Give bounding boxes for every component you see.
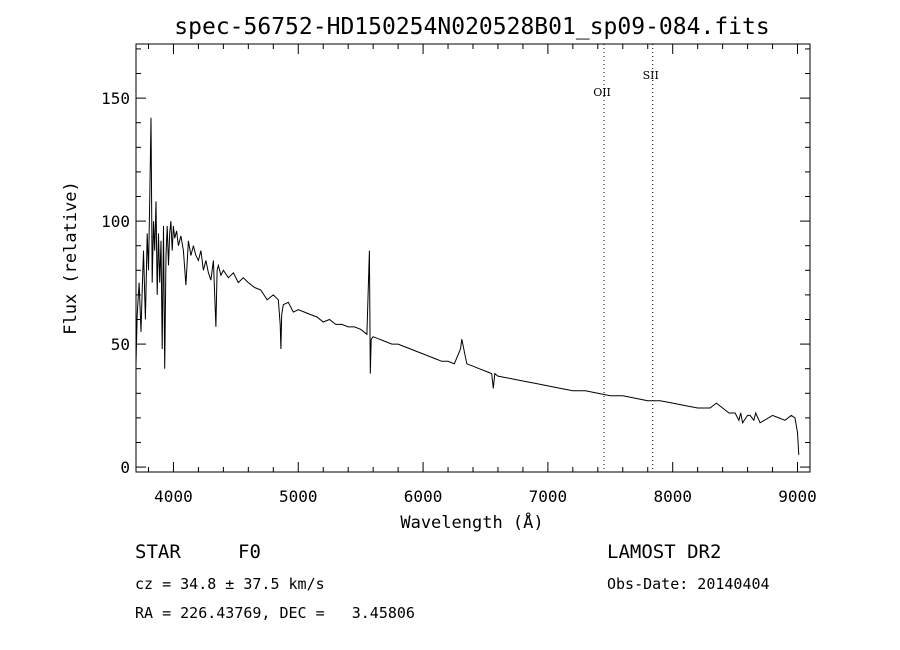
axis-ticks (136, 44, 810, 472)
spectrum-line (135, 117, 800, 455)
sky-coordinates: RA = 226.43769, DEC = 3.45806 (135, 604, 415, 622)
y-tick-label: 150 (101, 89, 130, 108)
object-type: STAR (135, 541, 181, 563)
x-tick-label: 5000 (279, 487, 318, 506)
x-tick-label: 4000 (154, 487, 193, 506)
x-tick-label: 6000 (404, 487, 443, 506)
x-tick-label: 9000 (778, 487, 817, 506)
line-annotations: OII SII (593, 44, 659, 472)
axis-tick-labels: 4000 5000 6000 7000 8000 9000 0 50 100 150 (101, 89, 817, 506)
x-tick-label: 8000 (653, 487, 692, 506)
survey-name: LAMOST DR2 (607, 541, 722, 563)
annotation-label-oii: OII (593, 86, 611, 99)
observation-date: Obs-Date: 20140404 (607, 575, 770, 593)
x-axis-label: Wavelength (Å) (400, 511, 543, 533)
annotation-label-sii: SII (643, 69, 659, 82)
chart-title: spec-56752-HD150254N020528B01_sp09-084.f… (174, 14, 769, 40)
y-tick-label: 0 (120, 458, 130, 477)
redshift-velocity: cz = 34.8 ± 37.5 km/s (135, 575, 325, 593)
object-subclass: F0 (238, 541, 261, 563)
x-tick-label: 7000 (529, 487, 568, 506)
y-tick-label: 100 (101, 212, 130, 231)
y-tick-label: 50 (111, 335, 130, 354)
y-axis-label: Flux (relative) (61, 181, 81, 335)
